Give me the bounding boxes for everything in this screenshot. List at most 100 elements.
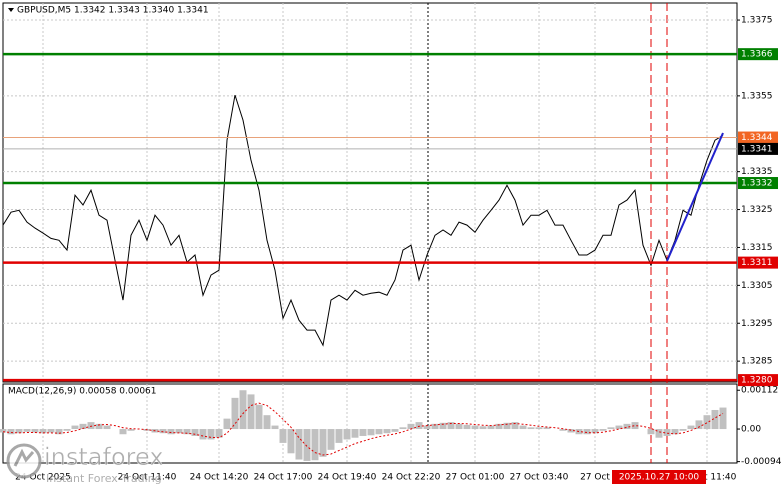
y-tick-label: 1.3325: [741, 205, 773, 215]
macd-bar: [695, 420, 703, 430]
macd-panel: [2, 383, 738, 464]
crosshair-label: 2025.10.27 10:00: [619, 473, 700, 483]
macd-bar: [311, 429, 319, 461]
y-tick-label: 0.00112: [741, 386, 778, 396]
macd-bar: [319, 429, 327, 457]
x-tick-label: 24 Oct 19:40: [318, 473, 377, 483]
macd-bar: [423, 425, 431, 430]
x-tick-label: 24 Oct 11:40: [118, 473, 177, 483]
y-tick-label: 1.3285: [741, 357, 773, 367]
macd-bar: [511, 422, 519, 430]
x-tick-label: 24 Oct 2025: [15, 473, 71, 483]
marks: 1.3375 1.3355 1.3335 1.3325 1.3315 1.3305 1.32…: [0, 3, 781, 483]
macd-bar: [631, 422, 639, 430]
level-label: 1.3341: [741, 144, 773, 154]
level-label: 1.3332: [741, 179, 773, 189]
y-tick-label: 1.3315: [741, 243, 773, 253]
macd-bar: [359, 429, 367, 436]
macd-bar: [199, 429, 207, 440]
macd-bar: [623, 423, 631, 430]
macd-bar: [439, 422, 447, 430]
trend-line: [666, 132, 724, 262]
macd-bar: [495, 423, 503, 430]
macd-bar: [415, 422, 423, 430]
y-tick-label: 1.3335: [741, 167, 773, 177]
level-label: 1.3366: [741, 50, 773, 60]
macd-bar: [183, 429, 191, 435]
macd-bar: [719, 407, 727, 430]
macd-bar: [63, 429, 71, 431]
x-tick-label: 27 Oct 03:40: [510, 473, 569, 483]
macd-bar: [503, 422, 511, 430]
macd-title: MACD(12,26,9) 0.00058 0.00061: [8, 387, 157, 397]
macd-bar: [119, 429, 127, 435]
macd-bar: [295, 429, 303, 460]
macd-bar: [671, 429, 679, 435]
macd-bar: [327, 429, 335, 450]
macd-bar: [455, 423, 463, 430]
level-label-box: [738, 142, 778, 155]
y-tick-label: 1.3375: [741, 16, 773, 26]
macd-bar: [375, 429, 383, 435]
macd-bar: [399, 427, 407, 430]
macd-bar: [167, 429, 175, 435]
y-tick-label: 1.3295: [741, 319, 773, 329]
level-label: 1.3280: [741, 376, 773, 386]
macd-bar: [71, 425, 79, 430]
macd-bar: [303, 429, 311, 461]
watermark: instaforex Instant Forex Trading: [6, 443, 164, 485]
macd-bar: [231, 397, 239, 430]
macd-bar: [159, 429, 167, 434]
macd-bar: [647, 429, 655, 435]
macd-bar: [471, 425, 479, 430]
level-label-box: [738, 177, 778, 190]
macd-bar: [239, 390, 247, 430]
macd-bar: [679, 429, 687, 431]
macd-bar: [367, 429, 375, 436]
macd-bar: [31, 429, 39, 433]
x-tick-label: 24 Oct 22:20: [382, 473, 441, 483]
macd-bar: [263, 415, 271, 430]
macd-bar: [207, 429, 215, 440]
macd-bar: [431, 423, 439, 430]
macd-bar: [255, 404, 263, 430]
macd-bar: [223, 418, 231, 430]
macd-bar: [591, 429, 599, 434]
level-label-box: [738, 48, 778, 61]
macd-bar: [687, 425, 695, 430]
macd-bar: [191, 429, 199, 436]
macd-bar: [343, 429, 351, 440]
macd-bar: [463, 424, 471, 430]
macd-bar: [7, 429, 15, 435]
macd-bar: [487, 425, 495, 430]
macd-bar: [55, 429, 63, 435]
logo: [6, 443, 42, 479]
macd-bar: [407, 423, 415, 430]
macd-bar: [79, 423, 87, 430]
macd-bar: [663, 429, 671, 436]
macd-bar: [543, 427, 551, 430]
chart-title: GBPUSD,M5 1.3342 1.3343 1.3340 1.3341: [17, 6, 209, 16]
macd-bar: [391, 429, 399, 432]
signal-line: [2, 402, 724, 456]
level-label: 1.3311: [741, 258, 773, 268]
watermark-name: instaforex: [44, 443, 164, 471]
x-tick-label: 24 Oct 14:20: [190, 473, 249, 483]
macd-bar: [559, 429, 567, 431]
macd-bar: [127, 429, 135, 431]
macd-bar: [655, 429, 663, 438]
macd-bar: [271, 425, 279, 430]
macd-bar: [527, 427, 535, 430]
level-label-box: [738, 256, 778, 269]
menu-arrow: [8, 8, 14, 12]
x-tick-label: 27 Oct 11:40: [678, 473, 737, 483]
macd-bar: [87, 422, 95, 430]
price-panel: [2, 2, 738, 383]
macd-bar: [351, 429, 359, 438]
macd-bar: [215, 429, 223, 438]
x-tick-label: 27 Oct 01:00: [446, 473, 505, 483]
macd-bar: [287, 429, 295, 454]
y-tick-label: 0.00: [741, 425, 761, 435]
macd-bar: [615, 425, 623, 430]
